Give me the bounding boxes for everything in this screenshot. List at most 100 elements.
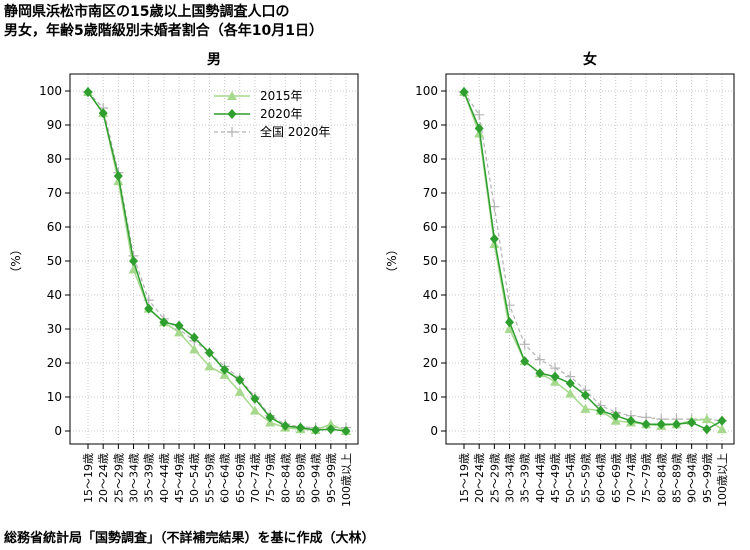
series-2 — [459, 87, 727, 426]
data-point — [641, 419, 651, 430]
x-tick-label: 50～54歳 — [188, 453, 201, 503]
chart-title: 静岡県浜松市南区の15歳以上国勢調査人口の 男女，年齢5歳階級別未婚者割合（各年… — [4, 3, 323, 41]
y-tick-label: 40 — [47, 288, 62, 302]
x-tick-label: 45～49歳 — [173, 453, 186, 503]
y-tick-label: 10 — [423, 390, 438, 404]
data-point — [220, 364, 230, 375]
data-point — [535, 368, 545, 379]
data-point — [204, 347, 214, 358]
x-tick-label: 55～59歳 — [203, 453, 216, 503]
y-tick-label: 90 — [47, 118, 62, 132]
data-point — [235, 375, 245, 385]
title-line-1: 静岡県浜松市南区の15歳以上国勢調査人口の — [4, 4, 290, 20]
x-tick-label: 60～64歳 — [595, 453, 608, 503]
data-point — [520, 356, 530, 367]
data-point — [550, 363, 561, 374]
data-point — [144, 303, 154, 314]
series-1 — [83, 87, 351, 436]
y-tick-label: 20 — [423, 356, 438, 370]
data-point — [189, 332, 199, 343]
data-point — [504, 324, 515, 333]
legend-marker — [227, 127, 237, 137]
plot-frame — [69, 73, 359, 445]
x-tick-label: 25～29歳 — [112, 453, 125, 503]
x-tick-label: 95～99歳 — [325, 453, 338, 503]
y-tick-label: 0 — [430, 424, 438, 438]
data-point — [489, 233, 499, 244]
series-line — [87, 91, 347, 432]
series-line — [463, 91, 723, 422]
x-tick-label: 60～64歳 — [219, 453, 232, 503]
x-tick-label: 25～29歳 — [488, 453, 501, 503]
legend-marker — [227, 109, 237, 119]
y-tick-label: 90 — [423, 118, 438, 132]
data-point — [717, 415, 727, 426]
data-point — [474, 109, 485, 120]
data-point — [129, 256, 139, 266]
data-point — [98, 108, 108, 119]
data-point — [311, 424, 321, 435]
data-point — [174, 327, 185, 337]
data-point — [519, 339, 530, 350]
y-tick-label: 60 — [47, 220, 62, 234]
data-point — [687, 417, 697, 428]
data-point — [83, 87, 93, 98]
data-point — [580, 403, 591, 413]
data-point — [174, 320, 184, 331]
title-line-2: 男女，年齢5歳階級別未婚者割合（各年10月1日） — [4, 23, 323, 39]
y-tick-label: 60 — [423, 220, 438, 234]
data-point — [626, 415, 636, 426]
panel-female: 女 0 10 20 30 40 50 60 70 80 90 100 （%） 15～19歳 20～24歳 25… — [385, 51, 735, 507]
x-tick-label: 30～34歳 — [128, 453, 141, 503]
legend-label: 2015年 — [260, 89, 303, 103]
data-point — [489, 201, 500, 212]
y-tick-label: 70 — [423, 186, 438, 200]
x-tick-label: 80～84歳 — [279, 453, 292, 503]
y-tick-label: 80 — [423, 152, 438, 166]
data-point — [295, 422, 305, 433]
data-point — [701, 414, 712, 424]
panel-title: 女 — [583, 51, 597, 68]
x-tick-label: 85～89歳 — [294, 453, 307, 503]
x-tick-label: 70～74歳 — [249, 453, 262, 503]
y-tick-label: 10 — [47, 390, 62, 404]
y-tick-label: 30 — [423, 322, 438, 336]
x-tick-label: 20～24歳 — [473, 453, 486, 503]
data-point — [565, 378, 575, 389]
x-tick-label: 20～24歳 — [97, 453, 110, 503]
data-point — [580, 390, 590, 401]
data-point — [474, 123, 484, 134]
y-tick-label: 100 — [39, 84, 62, 98]
data-point — [611, 410, 621, 421]
data-point — [596, 405, 606, 416]
data-point — [234, 386, 245, 396]
data-point — [702, 424, 712, 435]
x-tick-label: 90～94歳 — [686, 453, 699, 503]
x-tick-label: 100歳以上 — [716, 453, 729, 507]
x-tick-label: 35～39歳 — [519, 453, 532, 503]
legend-label: 全国 2020年 — [260, 124, 330, 139]
x-tick-label: 90～94歳 — [310, 453, 323, 503]
y-tick-label: 100 — [415, 84, 438, 98]
y-tick-label: 20 — [47, 356, 62, 370]
x-tick-label: 75～79歳 — [640, 453, 653, 503]
y-tick-label: 30 — [47, 322, 62, 336]
series-1 — [459, 87, 727, 435]
data-point — [113, 171, 123, 181]
data-point — [250, 393, 260, 404]
panel-male: 男 0 10 20 30 40 50 60 70 80 90 100 （%） 15～19歳 20～24歳 25… — [9, 52, 359, 507]
y-tick-label: 50 — [423, 254, 438, 268]
data-point — [671, 419, 681, 430]
x-tick-label: 80～84歳 — [655, 453, 668, 503]
legend-marker — [227, 91, 237, 100]
x-tick-label: 100歳以上 — [340, 453, 353, 507]
data-point — [326, 424, 336, 435]
x-tick-label: 45～49歳 — [549, 453, 562, 503]
x-tick-label: 50～54歳 — [564, 453, 577, 503]
data-point — [325, 419, 336, 429]
plot-frame — [445, 73, 735, 445]
data-point — [534, 354, 545, 365]
source-note: 総務省統計局「国勢調査」（不詳補完結果）を基に作成（大林） — [4, 531, 375, 546]
x-tick-label: 95～99歳 — [701, 453, 714, 503]
